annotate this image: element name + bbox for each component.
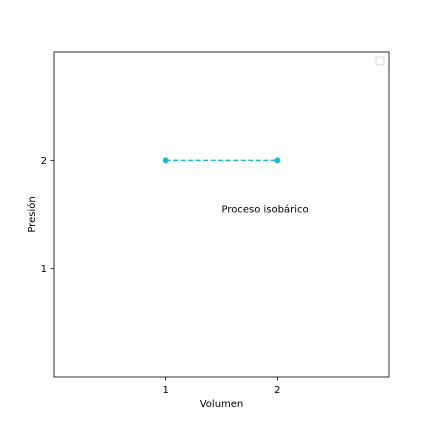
y-tick-label: 2 [41,156,47,167]
data-point [274,157,281,164]
annotation-layer: Proceso isobárico [222,204,309,216]
x-tick-label: 1 [162,385,168,396]
plot-area [53,51,390,378]
legend-box [375,56,385,66]
data-point [162,157,169,164]
x-axis-label: Volumen [200,399,244,410]
y-tick-label: 1 [41,264,47,275]
series-layer [162,157,281,164]
annotation-proceso-isobarico: Proceso isobárico [222,204,309,216]
y-axis-label: Presión [26,196,38,232]
x-tick-label: 2 [274,385,280,396]
ticks: 1 2 1 2 [41,156,281,396]
